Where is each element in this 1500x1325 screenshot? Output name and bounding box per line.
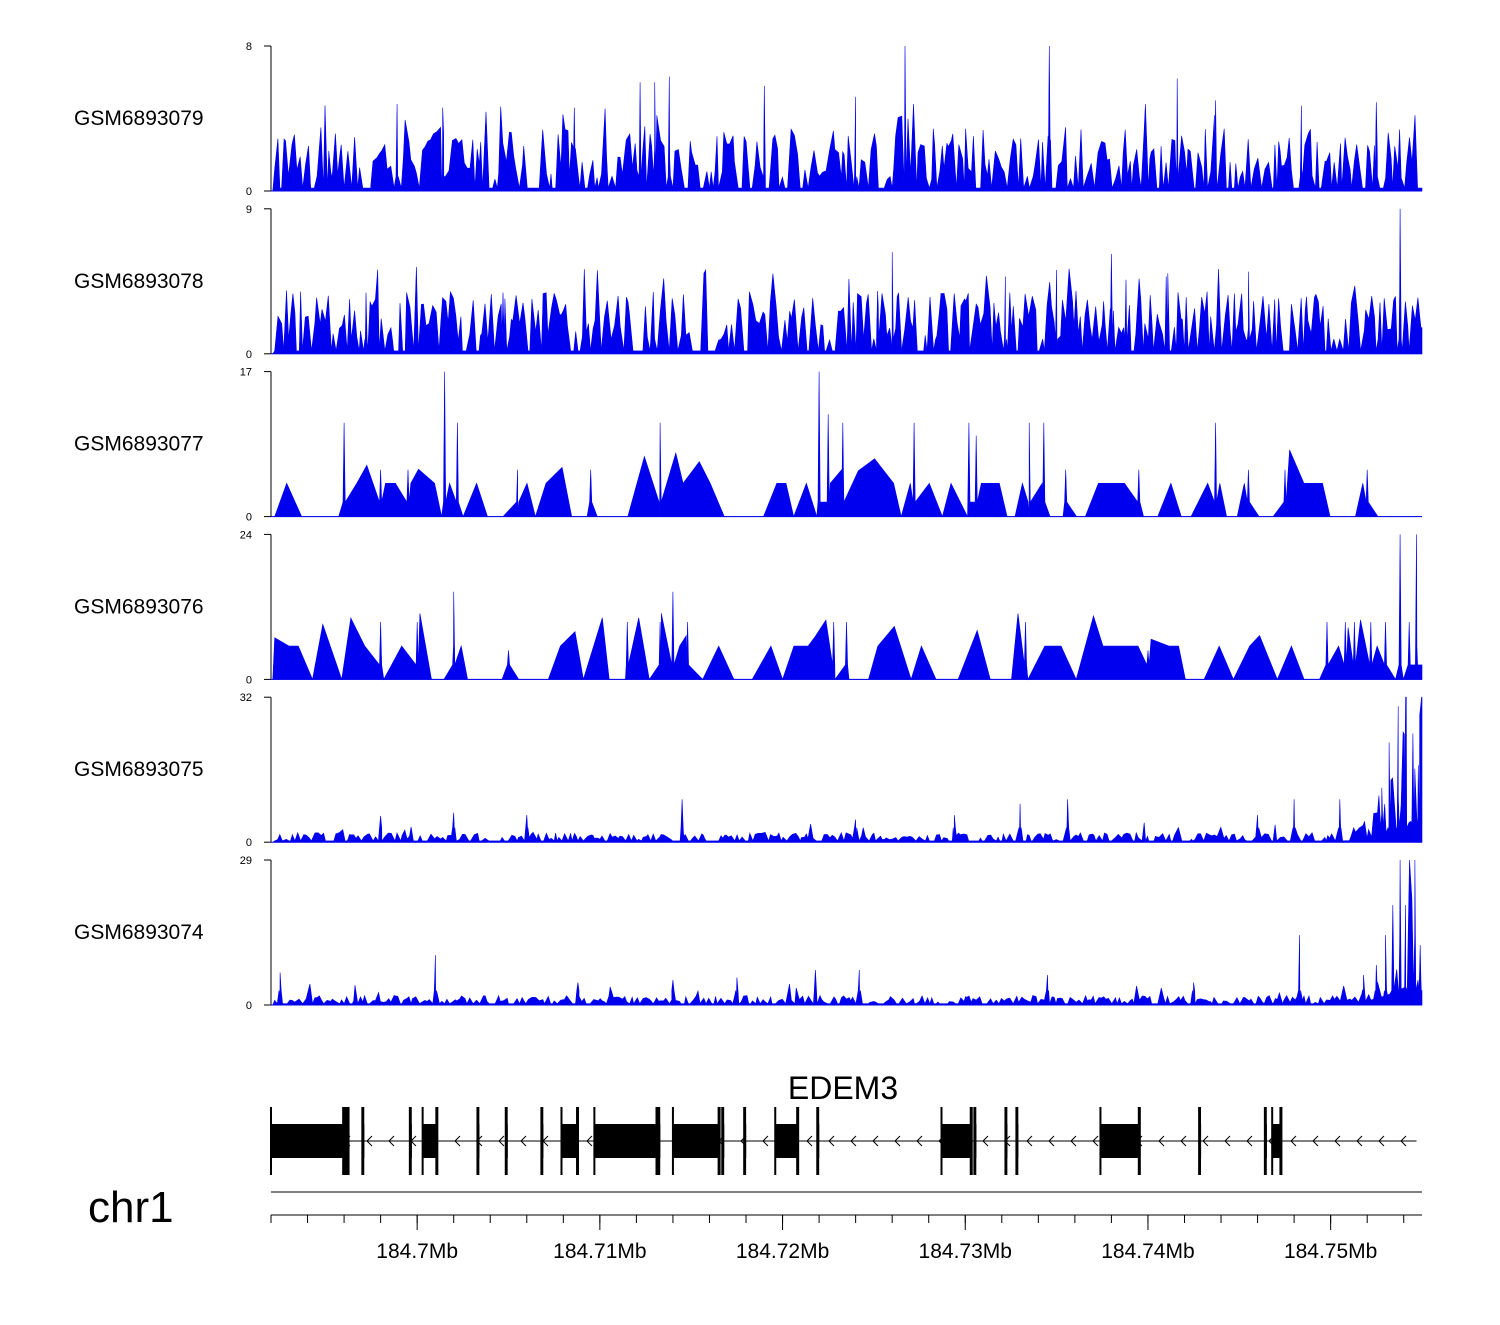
y-axis-min-label: 0 [246, 512, 252, 524]
strand-arrow [366, 1135, 373, 1147]
strand-arrow [1246, 1135, 1253, 1147]
axis-tick-label: 184.71Mb [553, 1240, 646, 1263]
gene-exon [422, 1124, 437, 1158]
y-axis-max-label: 24 [240, 529, 252, 541]
strand-arrow [1290, 1135, 1297, 1147]
track-GSM6893076: GSM6893076 24 0 [74, 529, 1423, 686]
chromosome-label: chr1 [88, 1183, 174, 1232]
strand-arrow [1334, 1135, 1341, 1147]
gene-boundary-bar [343, 1107, 350, 1175]
y-axis-max-label: 29 [240, 855, 252, 867]
strand-arrow [1026, 1135, 1033, 1147]
gene-name-label: EDEM3 [788, 1070, 898, 1106]
strand-arrow [454, 1135, 461, 1147]
gene-model-track: EDEM3 [270, 1070, 1417, 1175]
y-axis-min-label: 0 [246, 1000, 252, 1012]
strand-arrow [520, 1135, 527, 1147]
strand-arrow [388, 1135, 395, 1147]
y-axis-max-label: 17 [240, 367, 252, 379]
axis-tick-label: 184.75Mb [1284, 1240, 1377, 1263]
strand-arrow [1180, 1135, 1187, 1147]
strand-arrow [498, 1135, 505, 1147]
y-axis-max-label: 9 [246, 204, 252, 216]
track-GSM6893078: GSM6893078 9 0 [74, 204, 1423, 361]
gene-exon [594, 1124, 657, 1158]
strand-arrow [1092, 1135, 1099, 1147]
y-axis-max-label: 32 [240, 692, 252, 704]
coverage-area [272, 859, 1423, 1006]
coverage-tracks: GSM689307980GSM689307890GSM6893077170GSM… [74, 41, 1423, 1012]
strand-arrow [1158, 1135, 1165, 1147]
track-label: GSM6893079 [74, 107, 204, 130]
coverage-area [272, 371, 1422, 518]
strand-arrow [1070, 1135, 1077, 1147]
coverage-area [272, 534, 1423, 681]
coverage-area [272, 208, 1423, 355]
strand-arrow [1202, 1135, 1209, 1147]
strand-arrow [1312, 1135, 1319, 1147]
coverage-area [272, 45, 1423, 192]
genome-axis: chr1 184.7Mb 184.71Mb 184.72Mb 184.73Mb 184.… [88, 1183, 1422, 1263]
axis-tick-label: 184.74Mb [1101, 1240, 1194, 1263]
axis-tick-label: 184.7Mb [376, 1240, 458, 1263]
strand-arrow [586, 1135, 593, 1147]
strand-arrow [1400, 1135, 1407, 1147]
y-axis-min-label: 0 [246, 186, 252, 198]
track-GSM6893074: GSM6893074 29 0 [74, 855, 1423, 1012]
strand-arrow [762, 1135, 769, 1147]
strand-arrow [850, 1135, 857, 1147]
track-GSM6893077: GSM6893077 17 0 [74, 367, 1422, 524]
coverage-area [271, 696, 1423, 843]
gene-exon [1100, 1124, 1139, 1158]
gene-exon [672, 1124, 719, 1158]
gene-exon [561, 1124, 578, 1158]
strand-arrow [982, 1135, 989, 1147]
track-GSM6893075: GSM6893075 32 0 [74, 692, 1423, 849]
strand-arrow [828, 1135, 835, 1147]
track-GSM6893079: GSM6893079 8 0 [74, 41, 1423, 198]
gene-exon [271, 1124, 344, 1158]
gene-exon [941, 1124, 971, 1158]
track-label: GSM6893074 [74, 921, 204, 944]
gene-exon [1272, 1124, 1281, 1158]
y-axis-min-label: 0 [246, 674, 252, 686]
gene-exon [775, 1124, 798, 1158]
strand-arrow [1224, 1135, 1231, 1147]
track-label: GSM6893075 [74, 758, 204, 781]
strand-arrow [916, 1135, 923, 1147]
axis-tick-label: 184.72Mb [736, 1240, 829, 1263]
track-label: GSM6893076 [74, 595, 204, 618]
y-axis-min-label: 0 [246, 837, 252, 849]
track-label: GSM6893078 [74, 270, 204, 293]
y-axis-max-label: 8 [246, 41, 252, 53]
strand-arrow [1048, 1135, 1055, 1147]
track-label: GSM6893077 [74, 433, 204, 456]
strand-arrow [806, 1135, 813, 1147]
strand-arrow [1356, 1135, 1363, 1147]
y-axis-min-label: 0 [246, 349, 252, 361]
strand-arrow [1378, 1135, 1385, 1147]
strand-arrow [872, 1135, 879, 1147]
axis-tick-label: 184.73Mb [919, 1240, 1012, 1263]
strand-arrow [894, 1135, 901, 1147]
